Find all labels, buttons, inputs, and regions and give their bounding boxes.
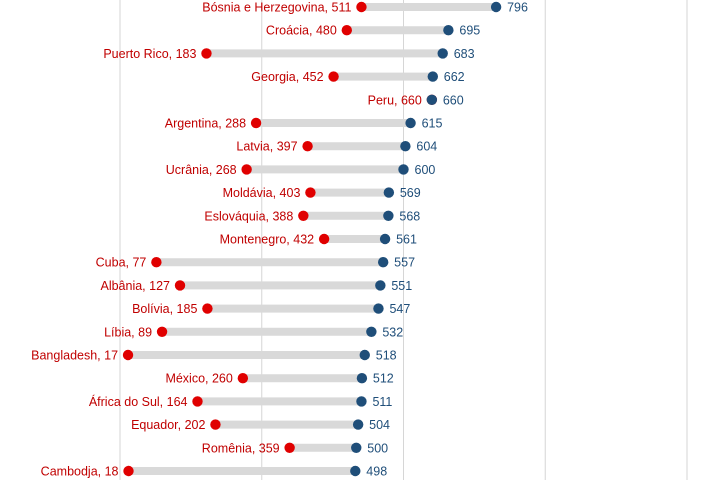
high-value-point (426, 94, 438, 106)
low-value-label: Equador, 202 (131, 418, 205, 432)
low-value-label: Cambodja, 18 (41, 465, 119, 479)
low-value-label: Romênia, 359 (202, 441, 280, 455)
low-value-label: Líbia, 89 (104, 325, 152, 339)
high-value-point (490, 1, 502, 13)
low-value-label: México, 260 (165, 372, 232, 386)
high-value-label: 615 (422, 117, 443, 131)
low-value-point (192, 396, 203, 407)
low-value-point (328, 71, 339, 82)
high-value-label: 498 (366, 465, 387, 479)
high-value-point (352, 419, 364, 430)
low-value-point (202, 303, 213, 314)
low-value-point (122, 349, 134, 361)
low-value-label: Peru, 660 (368, 93, 422, 107)
high-value-point (373, 303, 384, 314)
low-value-label: Bósnia e Herzegovina, 511 (202, 1, 351, 15)
high-value-label: 532 (382, 325, 403, 339)
low-value-point (237, 373, 249, 384)
low-value-label: Georgia, 452 (251, 70, 323, 84)
high-value-point (356, 396, 367, 407)
high-value-label: 695 (459, 24, 480, 38)
low-value-label: Argentina, 288 (165, 117, 246, 131)
high-value-point (359, 349, 370, 361)
low-value-label: Eslováquia, 388 (204, 209, 293, 223)
data-points (122, 1, 502, 477)
high-value-point (350, 465, 361, 477)
high-value-point (383, 210, 394, 221)
low-value-point (318, 233, 330, 245)
high-value-point (437, 48, 448, 59)
low-value-label: Moldávia, 403 (223, 186, 301, 200)
low-value-point (302, 141, 313, 152)
high-value-label: 512 (373, 372, 394, 386)
low-value-point (201, 48, 212, 59)
high-value-label: 604 (416, 140, 437, 154)
high-value-point (377, 257, 389, 268)
low-value-point (241, 164, 252, 175)
high-value-point (375, 280, 386, 291)
low-value-label: Puerto Rico, 183 (103, 47, 196, 61)
high-value-point (443, 25, 454, 36)
high-value-point (405, 117, 416, 129)
low-value-point (298, 210, 309, 221)
low-value-point (210, 419, 221, 430)
high-value-label: 600 (415, 163, 436, 177)
high-value-point (379, 233, 391, 245)
high-value-label: 504 (369, 418, 390, 432)
high-value-label: 561 (396, 233, 417, 247)
low-value-label: Cuba, 77 (96, 256, 147, 270)
high-value-label: 511 (372, 395, 392, 409)
low-value-label: Croácia, 480 (266, 24, 337, 38)
low-value-point (341, 25, 352, 36)
high-value-point (351, 442, 362, 453)
high-value-label: 518 (376, 349, 397, 363)
high-value-label: 662 (444, 70, 465, 84)
low-value-point (356, 1, 367, 13)
high-value-label: 568 (399, 209, 420, 223)
high-value-label: 660 (443, 93, 464, 107)
high-value-point (366, 326, 377, 337)
high-value-label: 796 (507, 1, 528, 15)
low-value-point (284, 442, 295, 453)
high-value-label: 500 (367, 441, 388, 455)
low-value-point (123, 465, 134, 477)
data-labels: Bósnia e Herzegovina, 511 796 Croácia, 480… (31, 1, 528, 479)
low-value-label: Montenegro, 432 (220, 233, 315, 247)
high-value-label: 557 (394, 256, 415, 270)
low-value-point (151, 257, 162, 268)
high-value-point (356, 373, 368, 384)
low-value-label: Latvia, 397 (236, 140, 297, 154)
high-value-label: 683 (454, 47, 475, 61)
low-value-label: Bangladesh, 17 (31, 349, 118, 363)
low-value-point (156, 326, 168, 337)
low-value-point (250, 117, 262, 129)
low-value-label: Ucrânia, 268 (166, 163, 237, 177)
high-value-label: 569 (400, 186, 421, 200)
high-value-point (400, 141, 411, 152)
low-value-label: África do Sul, 164 (89, 394, 188, 409)
low-value-point (305, 187, 316, 198)
low-value-label: Bolívia, 185 (132, 302, 197, 316)
low-value-label: Albânia, 127 (100, 279, 170, 293)
high-value-label: 551 (391, 279, 412, 293)
high-value-label: 547 (389, 302, 410, 316)
high-value-point (398, 164, 409, 175)
low-value-point (174, 280, 186, 291)
connector-bars (128, 3, 497, 475)
high-value-point (383, 187, 395, 198)
high-value-point (427, 71, 438, 82)
